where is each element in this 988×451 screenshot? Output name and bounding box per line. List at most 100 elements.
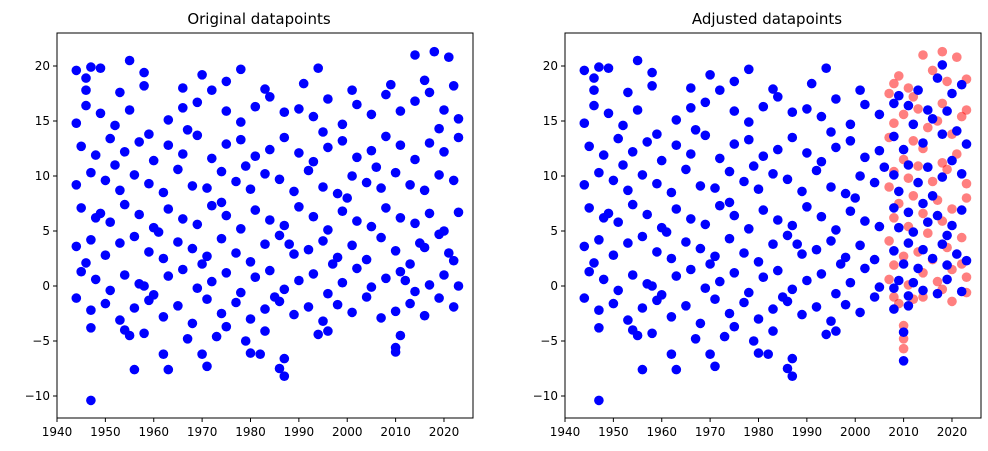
data-point	[923, 122, 933, 133]
points-layer	[579, 46, 972, 406]
data-point	[952, 126, 962, 136]
data-point	[889, 170, 899, 180]
data-point	[289, 309, 299, 320]
data-point	[835, 259, 846, 269]
data-point	[381, 89, 391, 100]
data-point	[216, 197, 227, 208]
data-point	[956, 286, 967, 297]
data-point	[260, 326, 270, 336]
data-point	[884, 236, 894, 246]
data-point	[894, 222, 904, 233]
data-point	[236, 64, 246, 75]
points-layer	[71, 46, 464, 406]
data-point	[279, 107, 290, 117]
data-point	[753, 257, 764, 267]
plot-area-frame	[56, 32, 474, 419]
data-point	[898, 259, 909, 269]
data-point	[889, 203, 899, 213]
data-point	[163, 115, 174, 125]
data-point	[124, 105, 135, 115]
data-point	[115, 315, 125, 325]
data-point	[613, 285, 623, 296]
data-point	[250, 272, 261, 283]
data-point	[937, 158, 948, 168]
data-point	[115, 185, 125, 196]
data-point	[439, 105, 449, 115]
data-point	[579, 65, 590, 76]
data-point	[952, 249, 962, 259]
data-point	[666, 187, 677, 198]
data-point	[947, 88, 957, 99]
data-point	[845, 277, 856, 288]
data-point	[90, 150, 101, 160]
data-point	[811, 244, 822, 255]
y-tick-label: 0	[42, 279, 50, 293]
data-point	[782, 363, 793, 374]
y-tick-label: −10	[25, 389, 50, 403]
data-point	[739, 297, 749, 308]
data-point	[627, 199, 638, 210]
data-point	[797, 309, 807, 320]
data-point	[903, 83, 914, 93]
data-point	[932, 73, 943, 83]
data-point	[744, 134, 754, 145]
data-point	[245, 348, 256, 358]
data-point	[192, 219, 203, 230]
data-point	[855, 171, 865, 181]
data-point	[71, 118, 82, 128]
data-point	[245, 257, 256, 267]
data-point	[594, 62, 604, 72]
data-point	[119, 147, 130, 157]
data-point	[923, 162, 933, 172]
data-point	[831, 225, 841, 235]
data-point	[923, 105, 933, 115]
data-point	[405, 298, 415, 309]
data-point	[579, 118, 590, 128]
data-point	[623, 315, 633, 325]
data-point	[903, 301, 914, 311]
data-point	[381, 131, 391, 142]
data-point	[158, 253, 169, 264]
data-point	[855, 240, 865, 251]
data-point	[913, 263, 923, 274]
data-point	[826, 182, 836, 192]
data-point	[647, 81, 657, 91]
data-point	[86, 62, 96, 72]
data-point	[376, 183, 386, 193]
data-point	[187, 243, 198, 254]
data-point	[686, 214, 696, 224]
data-point	[221, 210, 232, 221]
data-point	[124, 330, 135, 341]
data-point	[927, 253, 938, 264]
data-point	[415, 238, 425, 248]
data-point	[182, 334, 193, 344]
data-point	[816, 156, 827, 167]
data-point	[918, 244, 928, 255]
data-point	[898, 109, 909, 120]
data-point	[598, 150, 609, 160]
data-point	[700, 130, 711, 141]
data-point	[947, 296, 957, 307]
data-point	[618, 120, 628, 131]
data-point	[686, 83, 696, 93]
data-point	[129, 170, 140, 180]
data-point	[811, 165, 822, 176]
data-point	[681, 301, 691, 311]
data-point	[337, 206, 348, 216]
data-point	[211, 331, 222, 342]
data-point	[236, 134, 246, 145]
data-point	[686, 149, 696, 159]
data-point	[637, 170, 648, 180]
data-point	[279, 371, 290, 382]
data-point	[250, 151, 261, 161]
data-point	[927, 191, 938, 201]
data-point	[434, 170, 444, 180]
data-point	[947, 204, 957, 214]
data-point	[439, 270, 449, 280]
data-point	[821, 329, 831, 340]
data-point	[100, 175, 111, 186]
data-point	[221, 76, 232, 87]
data-point	[671, 140, 682, 150]
x-tick-label: 1990	[792, 425, 823, 439]
data-point	[705, 349, 715, 360]
